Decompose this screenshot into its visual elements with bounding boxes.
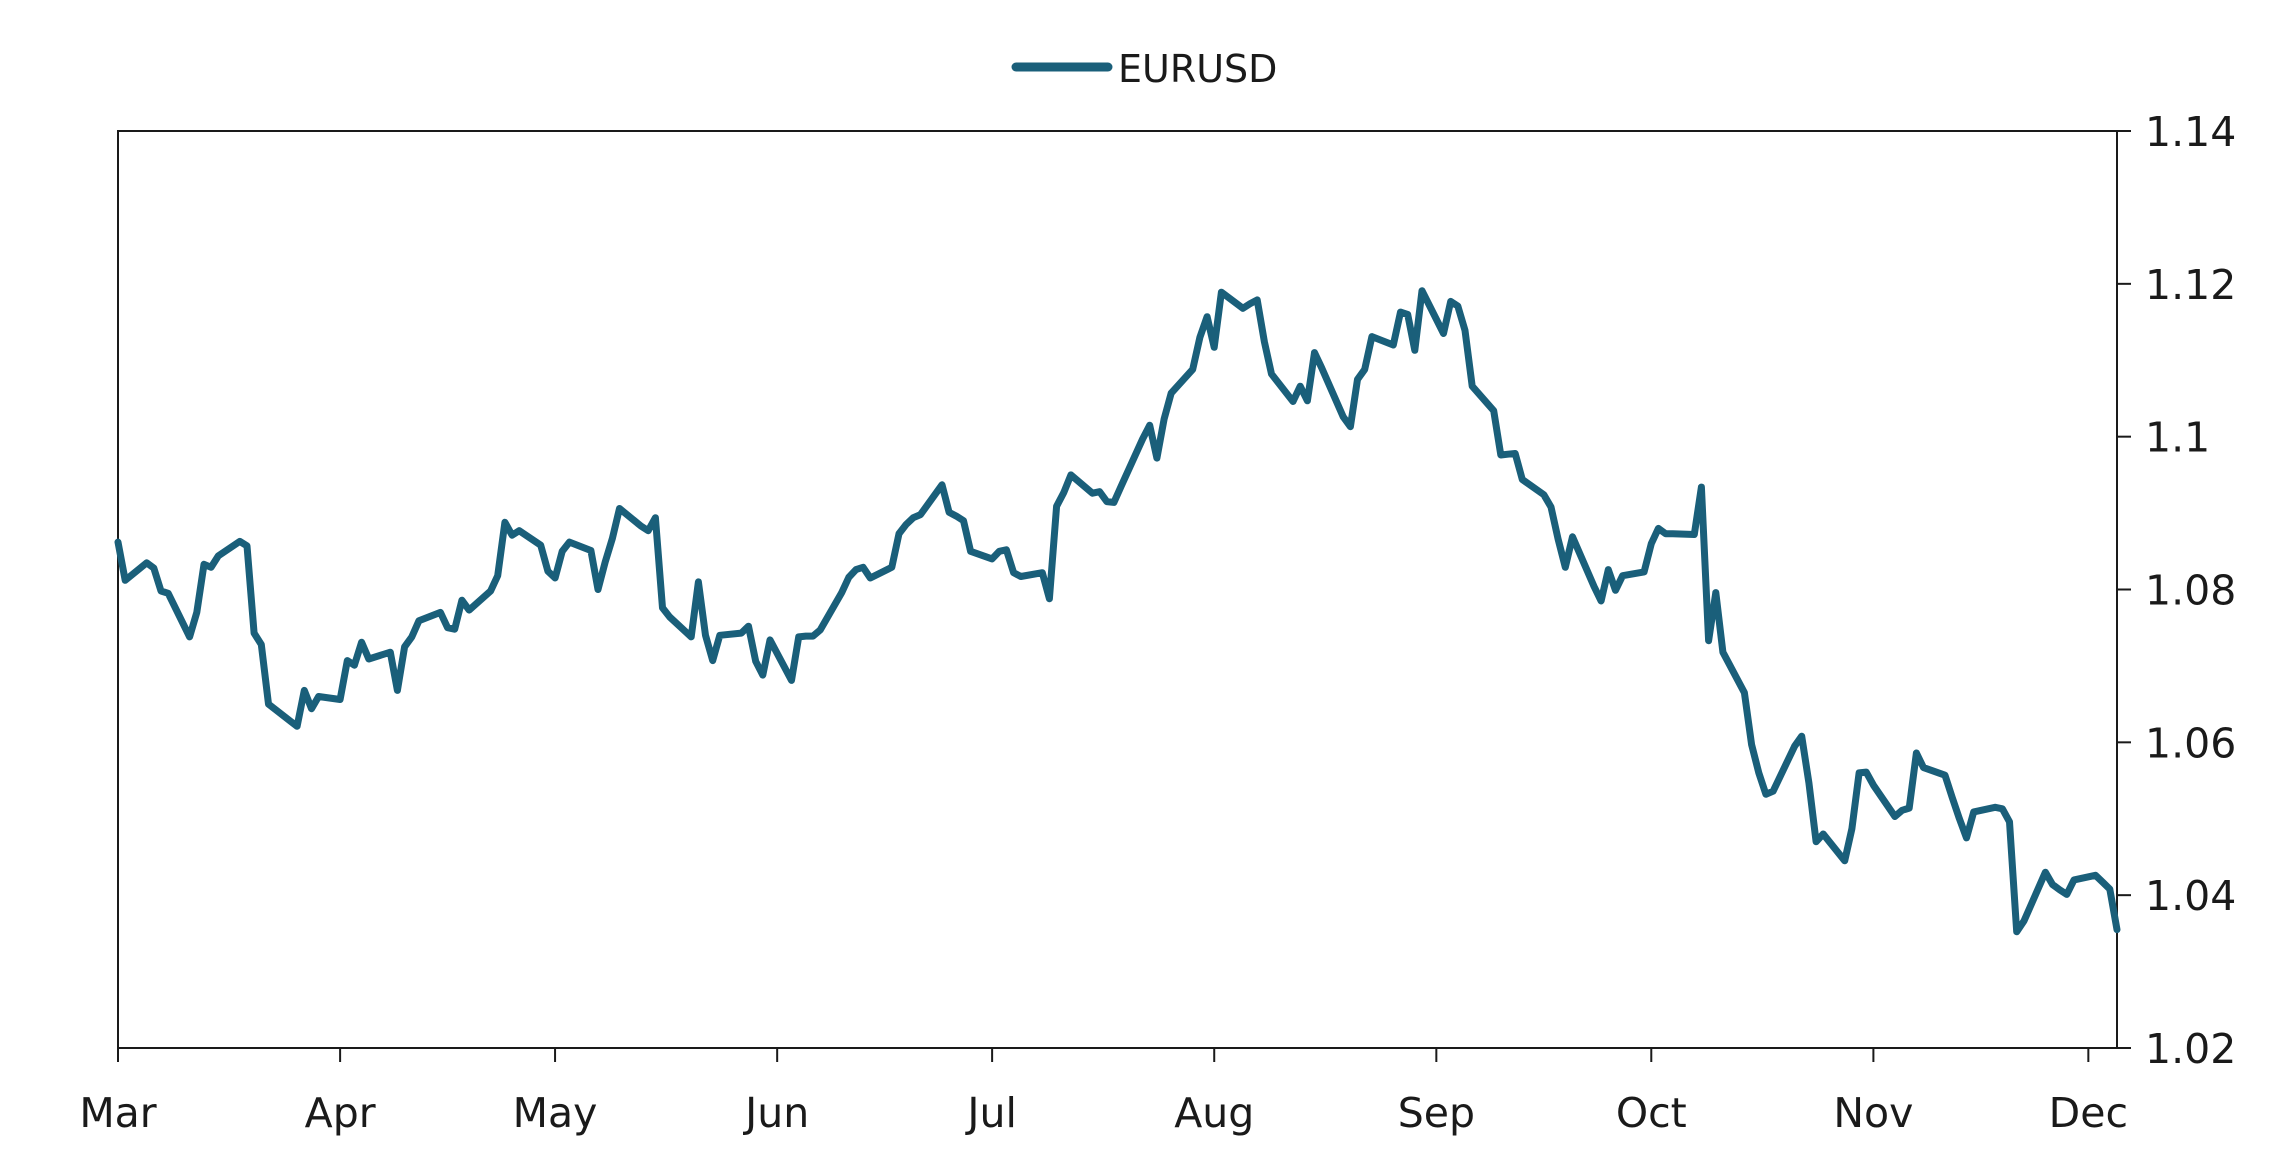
x-tick-label: Apr [305,1089,376,1137]
series-line-eurusd [114,287,2121,936]
y-tick-label: 1.14 [2145,108,2236,156]
x-tick-label: Sep [1398,1089,1475,1137]
y-tick-label: 1.06 [2145,719,2236,767]
y-axis: 1.02 1.04 1.06 1.08 1.1 1.12 1.14 [2117,108,2236,1073]
x-axis: Mar Apr May Jun Jul Aug Sep Oct Nov Dec [79,1048,2128,1137]
x-tick-label: Aug [1174,1089,1254,1137]
y-tick-label: 1.02 [2145,1025,2236,1073]
x-tick-label: Jul [964,1089,1016,1137]
x-tick-label: Jun [742,1089,809,1137]
plot-area-frame [117,130,2118,1049]
y-tick-label: 1.1 [2145,414,2210,462]
legend: EURUSD [1011,47,1277,91]
x-tick-label: Mar [79,1089,156,1137]
x-tick-label: Nov [1833,1089,1913,1137]
legend-label-eurusd: EURUSD [1118,47,1277,91]
x-tick-label: Dec [2049,1089,2128,1137]
series-layer [114,287,2121,936]
y-tick-label: 1.12 [2145,261,2236,309]
y-tick-label: 1.04 [2145,872,2236,920]
x-tick-label: Oct [1616,1089,1687,1137]
y-tick-label: 1.08 [2145,567,2236,615]
x-tick-label: May [513,1089,598,1137]
